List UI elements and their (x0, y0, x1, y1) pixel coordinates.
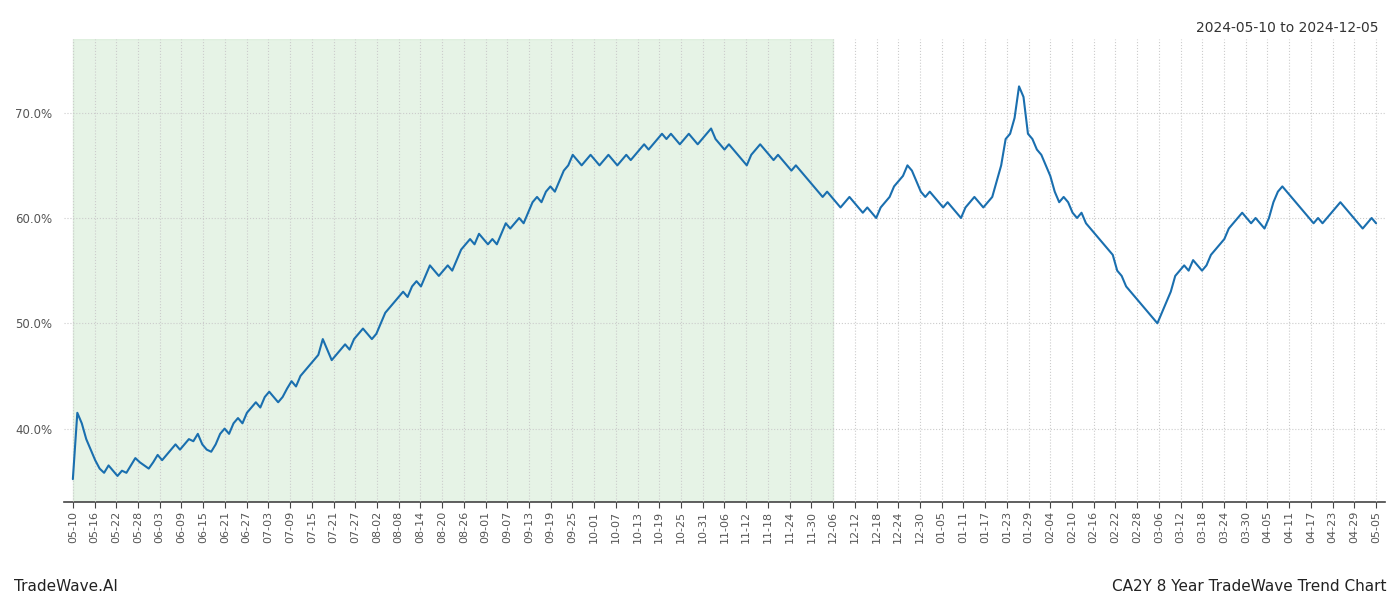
Bar (73, 39, 833, 502)
Text: 2024-05-10 to 2024-12-05: 2024-05-10 to 2024-12-05 (1197, 21, 1379, 35)
Text: TradeWave.AI: TradeWave.AI (14, 579, 118, 594)
Text: CA2Y 8 Year TradeWave Trend Chart: CA2Y 8 Year TradeWave Trend Chart (1112, 579, 1386, 594)
